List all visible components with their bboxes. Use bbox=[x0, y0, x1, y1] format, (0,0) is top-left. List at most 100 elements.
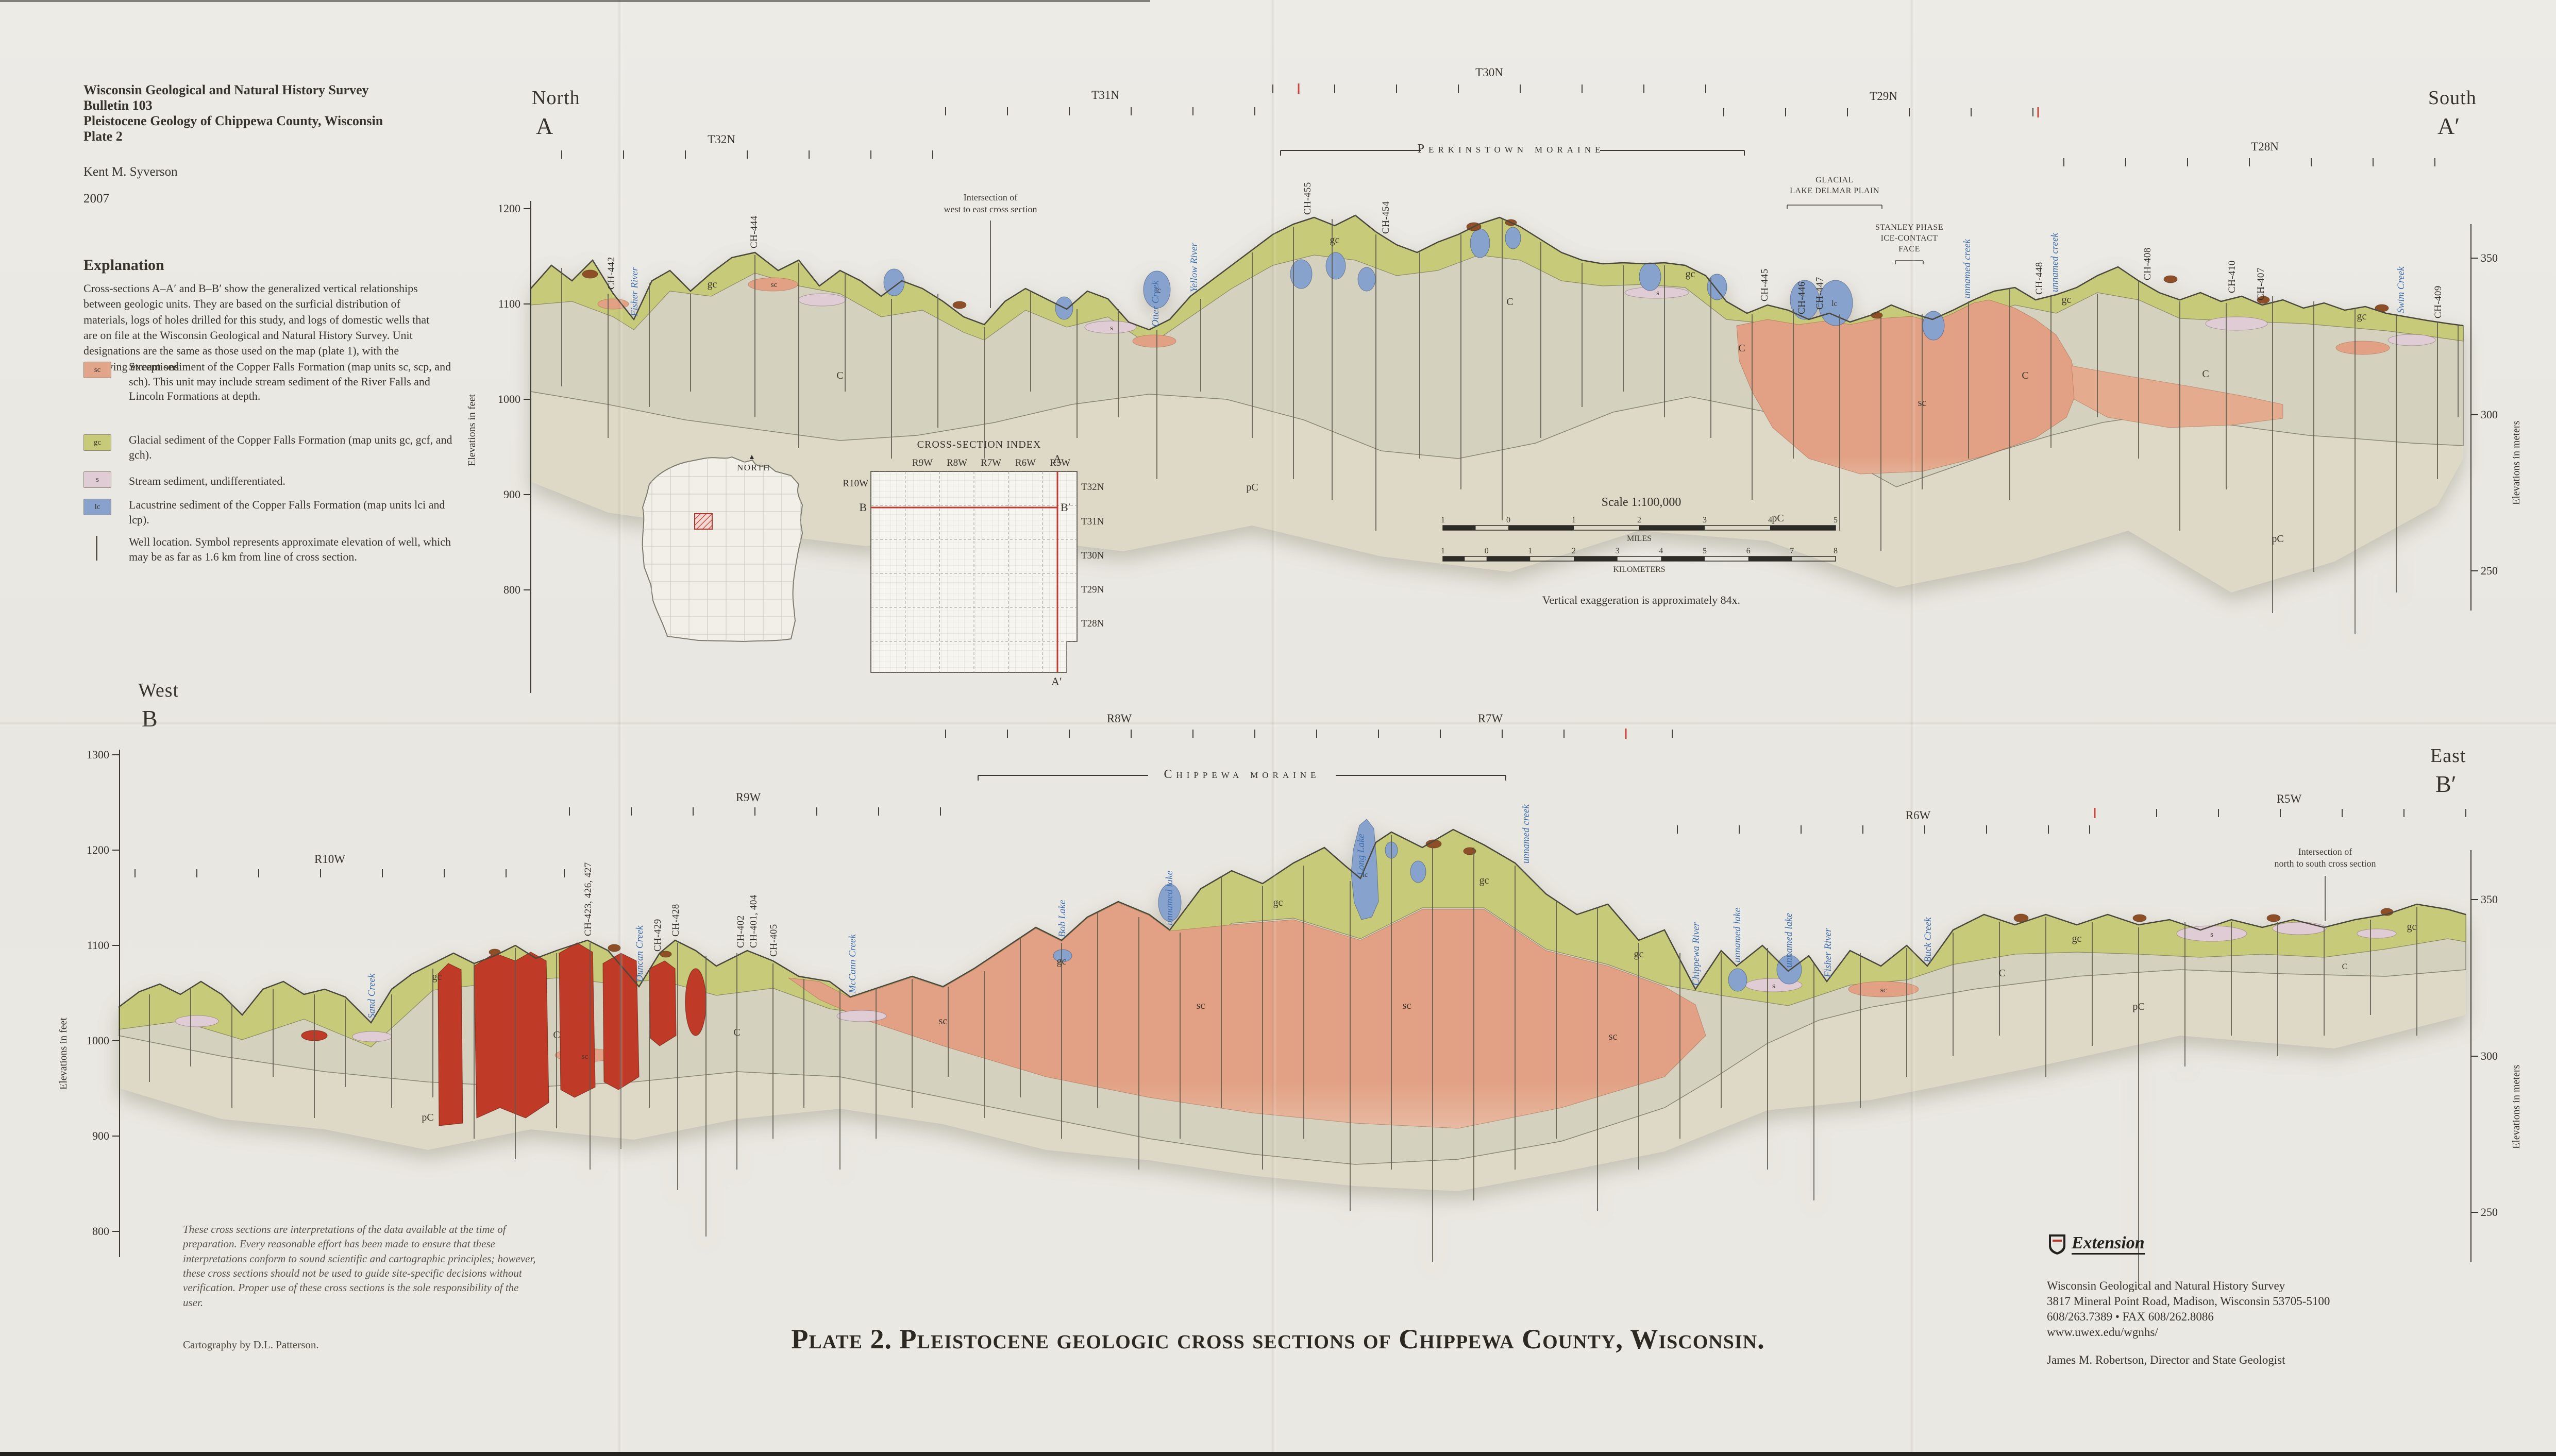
range-label: R5W bbox=[2277, 792, 2302, 806]
axis-meters-title: Elevations in meters bbox=[2511, 421, 2523, 505]
borehole-label: CH-401, 404 bbox=[748, 894, 760, 948]
kilometers-label: KILOMETERS bbox=[1613, 565, 1665, 574]
stream-label: unnamed creek bbox=[2049, 233, 2061, 292]
index-a-label: A bbox=[1053, 452, 1062, 466]
township-label: T29N bbox=[1870, 90, 1897, 103]
axis-feet-label: 1300 bbox=[78, 748, 109, 761]
wisconsin-locator-map bbox=[621, 435, 827, 672]
stream-label: Fisher River bbox=[1823, 928, 1834, 977]
borehole-label: CH-410 bbox=[2227, 260, 2238, 293]
index-row-label: T31N bbox=[1081, 516, 1104, 528]
section-a-letter-prime: A′ bbox=[2437, 112, 2460, 140]
township-label: T30N bbox=[1475, 66, 1503, 79]
stream-label: Long Lake bbox=[1356, 834, 1367, 875]
index-a-prime-label: A′ bbox=[1051, 675, 1062, 688]
north-arrow-icon: ▲ bbox=[748, 453, 755, 462]
miles-tick: 0 bbox=[1506, 516, 1510, 524]
borehole-label: CH-448 bbox=[2034, 262, 2045, 295]
section-b-direction-east: East bbox=[2430, 744, 2466, 767]
index-col-label: R8W bbox=[947, 458, 967, 469]
scan-edge-top bbox=[0, 0, 1150, 2]
axis-feet-title: Elevations in feet bbox=[58, 1018, 70, 1090]
axis-meters-label: 350 bbox=[2481, 893, 2512, 906]
stream-label: Swim Creek bbox=[2396, 266, 2407, 313]
axis-meters-label: 250 bbox=[2481, 564, 2512, 578]
stream-label: Buck Creek bbox=[1923, 918, 1934, 962]
km-tick: 2 bbox=[1572, 547, 1576, 555]
axis-feet-label: 1200 bbox=[490, 202, 520, 215]
index-row-label: T32N bbox=[1081, 482, 1104, 493]
axis-meters-title: Elevations in meters bbox=[2511, 1065, 2523, 1149]
km-tick: 1 bbox=[1528, 547, 1532, 555]
stream-label: unnamed lake bbox=[1732, 908, 1743, 962]
cross-section-index-map bbox=[845, 441, 1113, 698]
index-row-label: T30N bbox=[1081, 550, 1104, 562]
township-label: T31N bbox=[1091, 89, 1119, 102]
stream-label: Duncan Creek bbox=[634, 925, 646, 982]
elevation-axes bbox=[112, 201, 2478, 1262]
section-a-direction-north: North bbox=[532, 87, 580, 109]
km-bar bbox=[1443, 556, 1836, 561]
index-row-label: T29N bbox=[1081, 584, 1104, 596]
publisher-address: 3817 Mineral Point Road, Madison, Wiscon… bbox=[2047, 1294, 2330, 1309]
section-a-letter: A bbox=[536, 112, 553, 140]
km-tick: 7 bbox=[1790, 547, 1794, 555]
index-row-label: T28N bbox=[1081, 618, 1104, 630]
axis-feet-label: 900 bbox=[490, 488, 520, 501]
scale-bars: 1 0 1 2 3 4 5 MILES 1 0 1 2 3 4 5 6 7 8 … bbox=[1427, 515, 1860, 587]
miles-tick: 2 bbox=[1637, 516, 1641, 524]
axis-feet-label: 1200 bbox=[78, 843, 109, 857]
miles-tick: 5 bbox=[1834, 516, 1838, 524]
plate-title: Plate 2. Pleistocene geologic cross sect… bbox=[791, 1323, 1764, 1355]
miles-tick: 3 bbox=[1703, 516, 1707, 524]
axis-feet-title: Elevations in feet bbox=[466, 394, 478, 466]
stream-label: Sand Creek bbox=[366, 974, 378, 1019]
stream-label: unnamed lake bbox=[1164, 871, 1175, 925]
borehole-label: CH-445 bbox=[1759, 268, 1771, 301]
borehole-label: CH-407 bbox=[2256, 267, 2267, 300]
stream-label: McCann Creek bbox=[847, 934, 859, 993]
km-tick: 1 bbox=[1441, 547, 1445, 555]
uw-extension-crest-icon bbox=[2047, 1232, 2067, 1255]
chippewa-moraine-label: Chippewa moraine bbox=[1164, 768, 1320, 782]
perkinstown-moraine-label: Perkinstown moraine bbox=[1418, 142, 1605, 156]
borehole-label: CH-429 bbox=[652, 919, 664, 952]
borehole-label: CH-409 bbox=[2433, 285, 2444, 318]
borehole-label: CH-454 bbox=[1381, 201, 1392, 234]
fold-crease bbox=[617, 0, 624, 1456]
axis-feet-label: 1100 bbox=[78, 939, 109, 952]
borehole-label: CH-446 bbox=[1796, 281, 1808, 314]
intersection-note-b: Intersection ofnorth to south cross sect… bbox=[2275, 846, 2376, 869]
borehole-label: CH-428 bbox=[670, 904, 682, 937]
axis-feet-label: 1000 bbox=[490, 393, 520, 406]
axis-feet-label: 800 bbox=[78, 1225, 109, 1238]
axis-meters-label: 300 bbox=[2481, 408, 2512, 421]
township-label: T28N bbox=[2251, 140, 2279, 154]
logo-wordmark: Extension bbox=[2072, 1233, 2145, 1255]
section-a-direction-south: South bbox=[2428, 87, 2477, 109]
township-label: T32N bbox=[708, 133, 735, 146]
publisher-phone: 608/263.7389 • FAX 608/262.8086 bbox=[2047, 1310, 2214, 1325]
range-label: R10W bbox=[314, 853, 345, 866]
borehole-label: CH-402 bbox=[735, 915, 747, 948]
scan-edge-bottom bbox=[0, 1452, 2556, 1456]
index-b-label: B bbox=[835, 501, 867, 514]
fold-crease bbox=[1910, 0, 1916, 1456]
plate-2-scan: { "header": { "title_lines": ["Wisconsin… bbox=[0, 0, 2556, 1456]
section-b-direction-west: West bbox=[138, 679, 179, 702]
glacial-lake-delmar-label: GLACIALLAKE DELMAR PLAIN bbox=[1790, 175, 1879, 197]
axis-meters-label: 250 bbox=[2481, 1206, 2512, 1219]
section-b-letter: B bbox=[142, 705, 158, 732]
vertical-exaggeration-note: Vertical exaggeration is approximately 8… bbox=[1542, 594, 1740, 607]
stream-label: Fisher River bbox=[629, 267, 641, 316]
fold-crease bbox=[1271, 0, 1277, 1456]
wisconsin-outline bbox=[643, 457, 802, 641]
km-tick: 4 bbox=[1659, 547, 1663, 555]
publisher-org: Wisconsin Geological and Natural History… bbox=[2047, 1279, 2285, 1294]
axis-feet-label: 800 bbox=[490, 583, 520, 597]
axis-feet-label: 900 bbox=[78, 1129, 109, 1143]
stream-label: Otter Creek bbox=[1150, 280, 1162, 327]
north-label: NORTH bbox=[737, 463, 770, 473]
range-label: R6W bbox=[1906, 809, 1931, 822]
chippewa-county-highlight bbox=[695, 514, 712, 529]
